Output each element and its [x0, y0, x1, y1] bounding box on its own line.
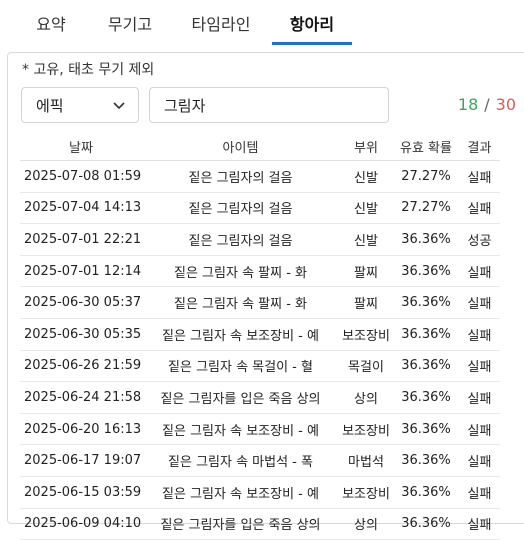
row-probability: 36.36%: [393, 444, 459, 477]
row-probability: 36.36%: [393, 508, 459, 540]
row-date: 2025-06-17 19:07: [20, 444, 142, 477]
row-date: 2025-06-15 03:59: [20, 476, 142, 509]
row-slot: 팔찌: [339, 255, 393, 288]
column-header-slot[interactable]: 부위: [339, 132, 393, 161]
row-date: 2025-07-08 01:59: [20, 160, 142, 193]
row-item-name: 짙은 그림자 속 보조장비 - 예: [142, 476, 339, 509]
row-item-name: 짙은 그림자 속 마법석 - 폭: [142, 444, 339, 477]
row-item-name: 짙은 그림자의 걸음: [142, 192, 339, 225]
row-result: 실패: [459, 476, 500, 509]
column-header-date[interactable]: 날짜: [20, 132, 142, 161]
row-probability: 36.36%: [393, 413, 459, 446]
table-row[interactable]: 2025-06-30 05:37 짙은 그림자 속 팔찌 - 화 팔찌 36.36% 실…: [20, 286, 500, 319]
row-probability: 36.36%: [393, 318, 459, 351]
active-tab-indicator: [272, 42, 352, 45]
row-date: 2025-06-09 04:10: [20, 508, 142, 540]
row-slot: 목걸이: [339, 350, 393, 383]
row-slot: 팔찌: [339, 286, 393, 319]
rarity-select-value: 에픽: [36, 96, 64, 115]
row-slot: 보조장비: [339, 413, 393, 446]
table-header-row: 날짜 아이템 부위 유효 확률 결과: [20, 132, 500, 161]
row-result: 실패: [459, 381, 500, 414]
row-date: 2025-07-01 12:14: [20, 255, 142, 288]
chevron-down-icon: [113, 102, 125, 110]
row-probability: 36.36%: [393, 381, 459, 414]
table-row[interactable]: 2025-06-30 05:35 짙은 그림자 속 보조장비 - 예 보조장비 36.…: [20, 318, 500, 351]
row-result: 실패: [459, 318, 500, 351]
row-item-name: 짙은 그림자를 입은 죽음 상의: [142, 508, 339, 540]
table-row[interactable]: 2025-06-17 19:07 짙은 그림자 속 마법석 - 폭 마법석 36.36…: [20, 444, 500, 477]
row-slot: 신발: [339, 192, 393, 225]
exclusion-note: * 고유, 태초 무기 제외: [22, 62, 155, 78]
row-date: 2025-07-04 14:13: [20, 192, 142, 225]
row-result: 실패: [459, 413, 500, 446]
table-row[interactable]: 2025-06-24 21:58 짙은 그림자를 입은 죽음 상의 상의 36.36%…: [20, 381, 500, 414]
row-slot: 마법석: [339, 444, 393, 477]
row-date: 2025-07-01 22:21: [20, 223, 142, 256]
table-row[interactable]: 2025-06-26 21:59 짙은 그림자 속 목걸이 - 혈 목걸이 36.36…: [20, 350, 500, 383]
row-probability: 36.36%: [393, 223, 459, 256]
row-probability: 36.36%: [393, 255, 459, 288]
table-row[interactable]: 2025-07-01 12:14 짙은 그림자 속 팔찌 - 화 팔찌 36.36% 실…: [20, 255, 500, 288]
table-row[interactable]: 2025-07-04 14:13 짙은 그림자의 걸음 신발 27.27% 실패: [20, 192, 500, 225]
row-date: 2025-06-20 16:13: [20, 413, 142, 446]
row-slot: 보조장비: [339, 318, 393, 351]
row-date: 2025-06-30 05:35: [20, 318, 142, 351]
row-item-name: 짙은 그림자의 걸음: [142, 223, 339, 256]
row-date: 2025-06-24 21:58: [20, 381, 142, 414]
tab-summary[interactable]: 요약: [36, 15, 66, 34]
tab-armory[interactable]: 무기고: [107, 15, 153, 34]
row-slot: 신발: [339, 223, 393, 256]
row-result: 성공: [459, 223, 500, 256]
table-row[interactable]: 2025-07-01 22:21 짙은 그림자의 걸음 신발 36.36% 성공: [20, 223, 500, 256]
row-probability: 27.27%: [393, 192, 459, 225]
row-item-name: 짙은 그림자 속 팔찌 - 화: [142, 286, 339, 319]
row-result: 실패: [459, 255, 500, 288]
count-separator: /: [484, 95, 490, 114]
row-result: 실패: [459, 508, 500, 540]
row-slot: 상의: [339, 508, 393, 540]
row-probability: 36.36%: [393, 350, 459, 383]
table-row[interactable]: 2025-07-08 01:59 짙은 그림자의 걸음 신발 27.27% 실패: [20, 160, 500, 193]
row-item-name: 짙은 그림자 속 목걸이 - 혈: [142, 350, 339, 383]
row-result: 실패: [459, 286, 500, 319]
row-result: 실패: [459, 192, 500, 225]
column-header-probability[interactable]: 유효 확률: [393, 132, 459, 161]
tab-jar[interactable]: 항아리: [289, 15, 335, 34]
row-item-name: 짙은 그림자의 걸음: [142, 160, 339, 193]
rarity-select[interactable]: 에픽: [21, 87, 139, 123]
success-count: 18: [457, 95, 479, 114]
row-result: 실패: [459, 444, 500, 477]
row-probability: 27.27%: [393, 160, 459, 193]
column-header-item[interactable]: 아이템: [142, 132, 339, 161]
row-item-name: 짙은 그림자를 입은 죽음 상의: [142, 381, 339, 414]
search-input[interactable]: [149, 87, 389, 123]
row-date: 2025-06-26 21:59: [20, 350, 142, 383]
row-result: 실패: [459, 160, 500, 193]
row-item-name: 짙은 그림자 속 보조장비 - 예: [142, 318, 339, 351]
table-row[interactable]: 2025-06-15 03:59 짙은 그림자 속 보조장비 - 예 보조장비 36.…: [20, 476, 500, 509]
row-slot: 신발: [339, 160, 393, 193]
row-item-name: 짙은 그림자 속 팔찌 - 화: [142, 255, 339, 288]
column-header-result[interactable]: 결과: [459, 132, 500, 161]
row-probability: 36.36%: [393, 476, 459, 509]
jar-log-table: 날짜 아이템 부위 유효 확률 결과 2025-07-08 01:59 짙은 그림…: [20, 132, 500, 540]
row-date: 2025-06-30 05:37: [20, 286, 142, 319]
row-slot: 상의: [339, 381, 393, 414]
tab-bar: 요약 무기고 타임라인 항아리: [0, 0, 524, 46]
tab-timeline[interactable]: 타임라인: [191, 15, 251, 34]
success-fail-count: 18 / 30: [458, 95, 516, 114]
row-probability: 36.36%: [393, 286, 459, 319]
row-item-name: 짙은 그림자 속 보조장비 - 예: [142, 413, 339, 446]
table-row[interactable]: 2025-06-09 04:10 짙은 그림자를 입은 죽음 상의 상의 36.36%…: [20, 508, 500, 540]
row-slot: 보조장비: [339, 476, 393, 509]
table-row[interactable]: 2025-06-20 16:13 짙은 그림자 속 보조장비 - 예 보조장비 36.…: [20, 413, 500, 446]
row-result: 실패: [459, 350, 500, 383]
fail-count: 30: [495, 95, 516, 114]
